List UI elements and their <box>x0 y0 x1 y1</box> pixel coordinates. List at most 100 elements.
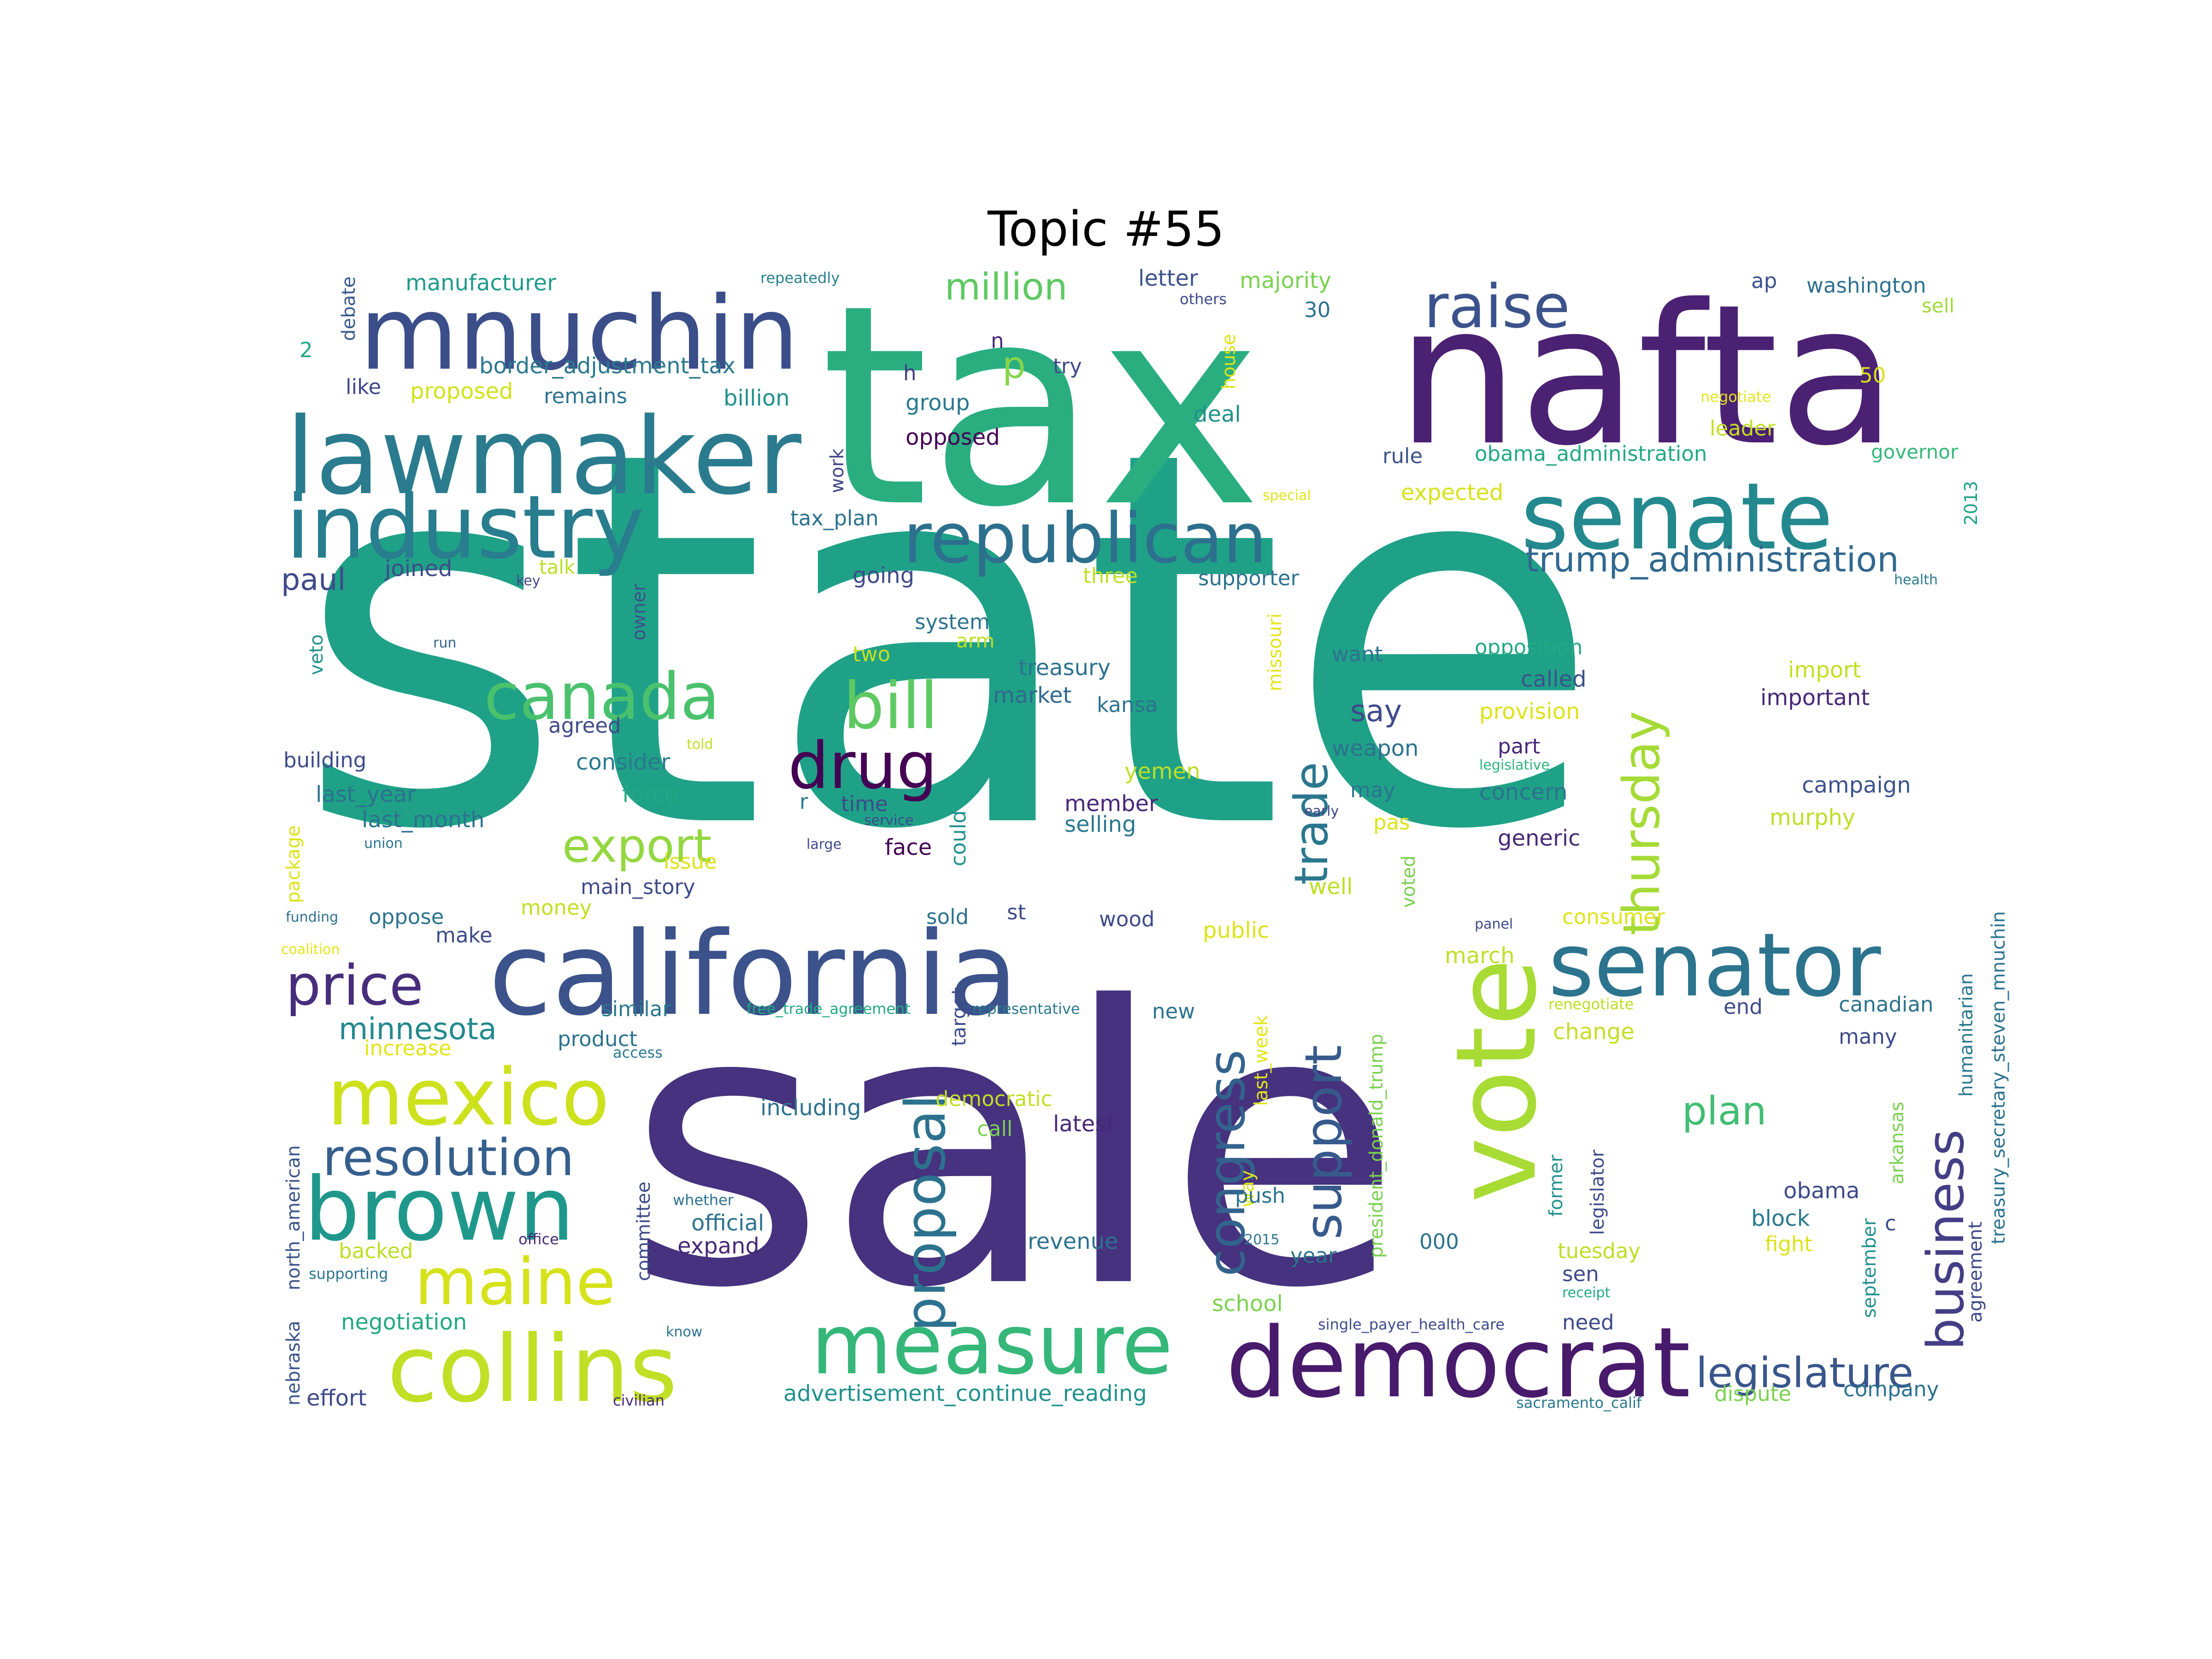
word-access: access <box>613 1044 663 1061</box>
word-could: could <box>946 810 971 866</box>
word-call: call <box>977 1117 1012 1141</box>
word-member: member <box>1065 791 1158 817</box>
word-product: product <box>558 1027 637 1051</box>
word-oppose: oppose <box>369 905 444 929</box>
word-rule: rule <box>1382 444 1423 468</box>
word-school: school <box>1212 1291 1283 1317</box>
word-manufacturer: manufacturer <box>406 270 556 296</box>
word-others: others <box>1180 290 1227 308</box>
word-money: money <box>521 895 592 920</box>
word-union: union <box>364 835 403 852</box>
word-expand: expand <box>677 1233 759 1259</box>
word-2015: 2015 <box>1244 1232 1279 1248</box>
word-may: may <box>1350 778 1395 802</box>
word-supporting: supporting <box>309 1265 388 1282</box>
word-know: know <box>666 1324 702 1340</box>
word-try: try <box>1053 354 1082 378</box>
word-time: time <box>841 792 888 816</box>
word-mexico: mexico <box>327 1052 610 1143</box>
word-remains: remains <box>544 384 627 408</box>
word-office: office <box>518 1230 559 1248</box>
word-former: former <box>1546 1154 1567 1217</box>
word-h: h <box>903 361 917 385</box>
word-president-donald-trump: president_donald_trump <box>1366 1034 1387 1258</box>
word-bill: bill <box>843 669 938 744</box>
word-majority: majority <box>1240 268 1331 294</box>
word-including: including <box>760 1095 861 1121</box>
word-republican: republican <box>903 499 1267 579</box>
word-lawmaker: lawmaker <box>286 395 801 518</box>
word-california: california <box>488 907 1018 1041</box>
word-tax: tax <box>820 246 1262 568</box>
word-talk: talk <box>539 556 576 578</box>
word-legislator: legislator <box>1587 1149 1608 1235</box>
word-plan: plan <box>1682 1088 1767 1134</box>
word-fight: fight <box>1765 1232 1812 1256</box>
word-p: p <box>1002 344 1026 387</box>
word-special: special <box>1263 488 1311 504</box>
word-opposed: opposed <box>906 424 1000 450</box>
word-face: face <box>885 835 932 860</box>
word-state: state <box>295 341 1602 942</box>
word-maine: maine <box>415 1245 616 1320</box>
word-last-week: last_week <box>1251 1015 1272 1106</box>
word-obama-administration: obama_administration <box>1475 441 1707 466</box>
word-sell: sell <box>1922 294 1954 317</box>
word-trump-administration: trump_administration <box>1525 539 1899 580</box>
word-washington: washington <box>1806 273 1926 298</box>
word-coalition: coalition <box>281 941 340 958</box>
word-single-payer-health-care: single_payer_health_care <box>1318 1316 1505 1333</box>
word-treasury-secretary-steven-mnuchin: treasury_secretary_steven_mnuchin <box>1988 911 2009 1244</box>
word-provision: provision <box>1479 699 1580 724</box>
word-representative: representative <box>972 1000 1080 1018</box>
word-year: year <box>1290 1243 1337 1268</box>
word-receipt: receipt <box>1562 1285 1610 1301</box>
word-billion: billion <box>724 385 790 411</box>
word-official: official <box>691 1210 764 1236</box>
word-revenue: revenue <box>1028 1229 1118 1254</box>
word-house: house <box>1218 334 1240 389</box>
word-committee: committee <box>633 1182 654 1281</box>
word-civilian: civilian <box>613 1392 665 1409</box>
word-end: end <box>1724 994 1763 1019</box>
word-new: new <box>1152 999 1195 1024</box>
word-force: force <box>622 782 678 807</box>
word-supporter: supporter <box>1198 566 1299 590</box>
word-target: target <box>947 987 970 1046</box>
word-senate: senate <box>1521 463 1833 571</box>
word-canada: canada <box>484 659 720 735</box>
word-selling: selling <box>1065 812 1136 837</box>
word-advertisement-continue-reading: advertisement_continue_reading <box>783 1381 1147 1406</box>
word-30: 30 <box>1304 298 1330 322</box>
word-latest: latest <box>1053 1111 1115 1137</box>
word-campaign: campaign <box>1802 772 1911 798</box>
word-renegotiate: renegotiate <box>1548 995 1634 1013</box>
word-free-trade-agreement: free_trade_agreement <box>747 1000 911 1018</box>
word-letter: letter <box>1138 265 1198 291</box>
word-push: push <box>1235 1183 1285 1208</box>
word-consumer: consumer <box>1562 905 1665 929</box>
word-r: r <box>800 789 808 814</box>
word-deal: deal <box>1194 401 1241 427</box>
word-mnuchin: mnuchin <box>359 275 799 393</box>
word-price: price <box>286 954 424 1018</box>
word-wood: wood <box>1099 907 1154 931</box>
word-way: way <box>1237 1170 1258 1207</box>
word-legislative: legislative <box>1479 757 1550 773</box>
word-september: september <box>1859 1218 1880 1318</box>
word-large: large <box>806 836 841 853</box>
word-brown: brown <box>304 1159 575 1260</box>
word-going: going <box>853 563 914 588</box>
word-owner: owner <box>629 583 650 641</box>
word-group: group <box>906 390 970 416</box>
word-voted: voted <box>1398 855 1419 908</box>
word-told: told <box>687 736 713 753</box>
word-leader: leader <box>1710 416 1776 441</box>
word-pas: pas <box>1373 810 1410 835</box>
word-agreement: agreement <box>1965 1222 1986 1323</box>
word-opposition: opposition <box>1475 635 1583 659</box>
word-three: three <box>1083 564 1138 588</box>
word-senator: senator <box>1548 914 1881 1016</box>
word-weapon: weapon <box>1332 735 1418 761</box>
